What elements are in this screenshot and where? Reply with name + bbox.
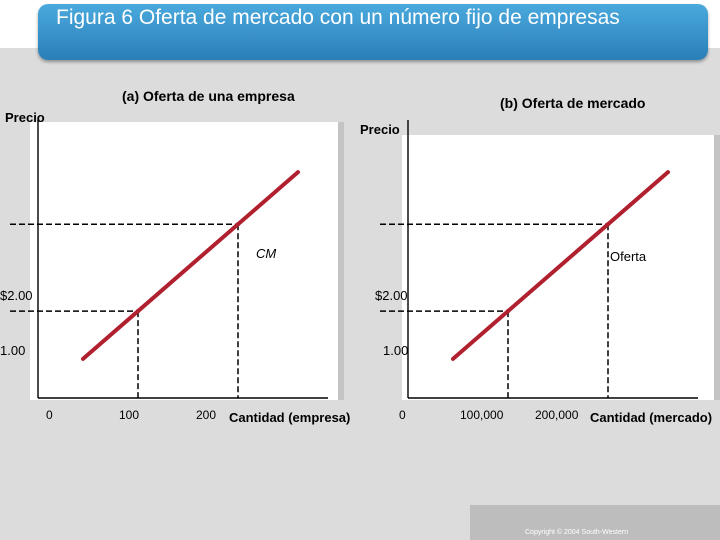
panel-a-y-tick-1: 1.00 — [0, 343, 26, 358]
copyright-note: Copyright © 2004 South-Western — [525, 529, 629, 536]
panel-a-x-tick-0: 0 — [46, 408, 53, 422]
panel-b-x-tick-0: 0 — [399, 408, 406, 422]
panel-a-area — [30, 122, 338, 400]
panel-a-y-axis-label: Precio — [5, 110, 45, 125]
panel-b-title: (b) Oferta de mercado — [500, 95, 646, 111]
panel-b-y-tick-2: $2.00 — [375, 288, 408, 303]
panel-b-point-2 — [605, 222, 611, 227]
panel-b-x-tick-200000: 200,000 — [535, 408, 579, 422]
panel-a-point-1 — [135, 308, 141, 314]
panel-a-point-2 — [235, 222, 241, 227]
panel-b-y-axis-label: Precio — [360, 122, 400, 137]
panel-b-point-1 — [505, 308, 511, 314]
panel-a-x-tick-200: 200 — [196, 408, 217, 422]
panel-b-y-tick-1: 1.00 — [383, 343, 409, 358]
panel-a-x-axis-label: Cantidad (empresa) — [229, 410, 351, 425]
panel-a-x-tick-100: 100 — [119, 408, 140, 422]
panel-b-x-axis-label: Cantidad (mercado) — [590, 410, 713, 425]
panel-b-curve-label: Oferta — [610, 249, 647, 264]
panel-a-curve-label: CM — [256, 246, 277, 261]
page-title: Figura 6 Oferta de mercado con un número… — [56, 6, 620, 29]
panel-a-title: (a) Oferta de una empresa — [122, 88, 295, 104]
panel-a-y-tick-2: $2.00 — [0, 288, 33, 303]
panel-b-supply-curve — [451, 170, 670, 361]
panel-b-x-tick-100000: 100,000 — [460, 408, 504, 422]
panel-a-supply-curve — [81, 170, 300, 361]
title-bar — [38, 4, 708, 60]
